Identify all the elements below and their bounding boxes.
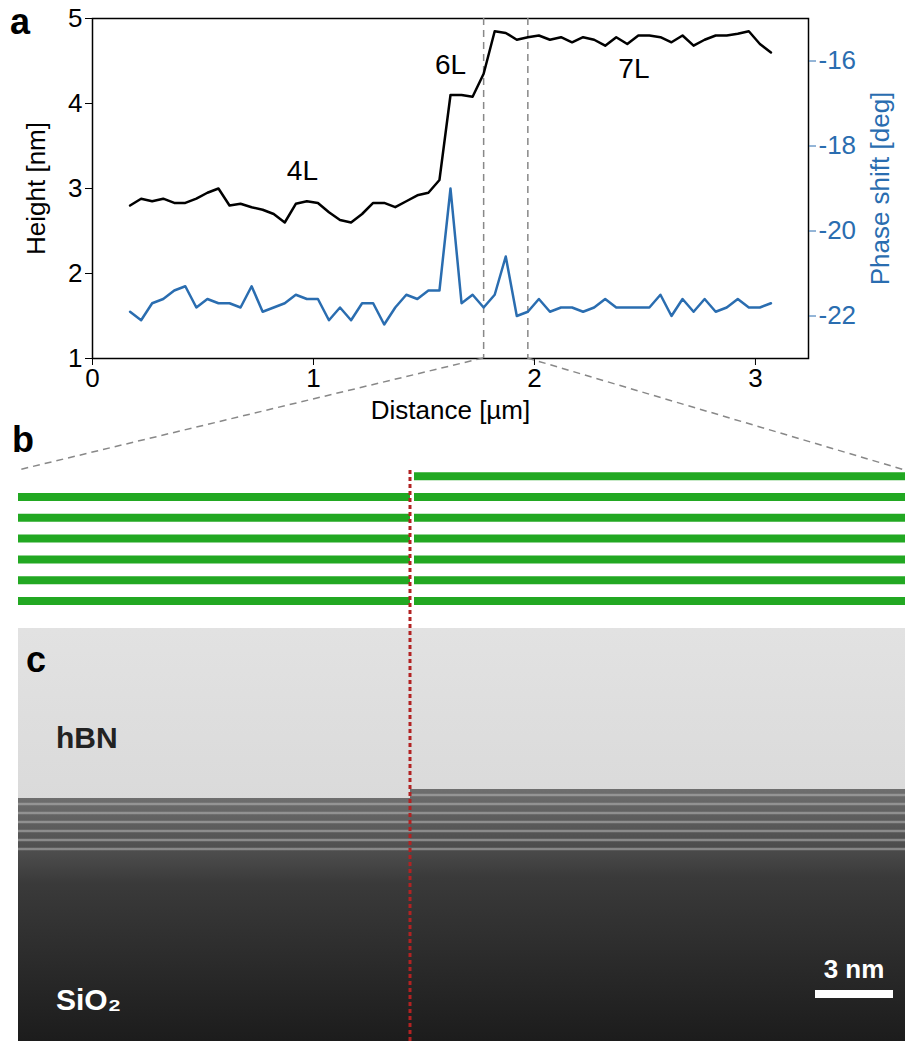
svg-text:a: a (10, 1, 31, 42)
svg-text:hBN: hBN (56, 721, 118, 754)
svg-text:4: 4 (68, 88, 82, 118)
svg-text:5: 5 (68, 3, 82, 33)
svg-text:1: 1 (306, 363, 320, 393)
svg-text:c: c (26, 639, 46, 680)
svg-text:3 nm: 3 nm (824, 954, 885, 984)
svg-text:0: 0 (85, 363, 99, 393)
svg-text:3: 3 (748, 363, 762, 393)
svg-text:6L: 6L (435, 49, 466, 80)
svg-text:2: 2 (527, 363, 541, 393)
svg-text:-22: -22 (819, 300, 857, 330)
svg-text:4L: 4L (287, 155, 318, 186)
svg-text:Phase shift [deg]: Phase shift [deg] (865, 92, 895, 286)
svg-text:-18: -18 (819, 130, 857, 160)
svg-text:SiO₂: SiO₂ (56, 983, 121, 1016)
svg-text:1: 1 (68, 343, 82, 373)
svg-text:Height [nm]: Height [nm] (21, 122, 51, 255)
svg-text:2: 2 (68, 258, 82, 288)
svg-text:-16: -16 (819, 45, 857, 75)
svg-text:b: b (12, 419, 34, 460)
svg-text:-20: -20 (819, 215, 857, 245)
svg-text:7L: 7L (618, 53, 649, 84)
svg-text:3: 3 (68, 173, 82, 203)
svg-text:Distance [µm]: Distance [µm] (371, 395, 530, 425)
